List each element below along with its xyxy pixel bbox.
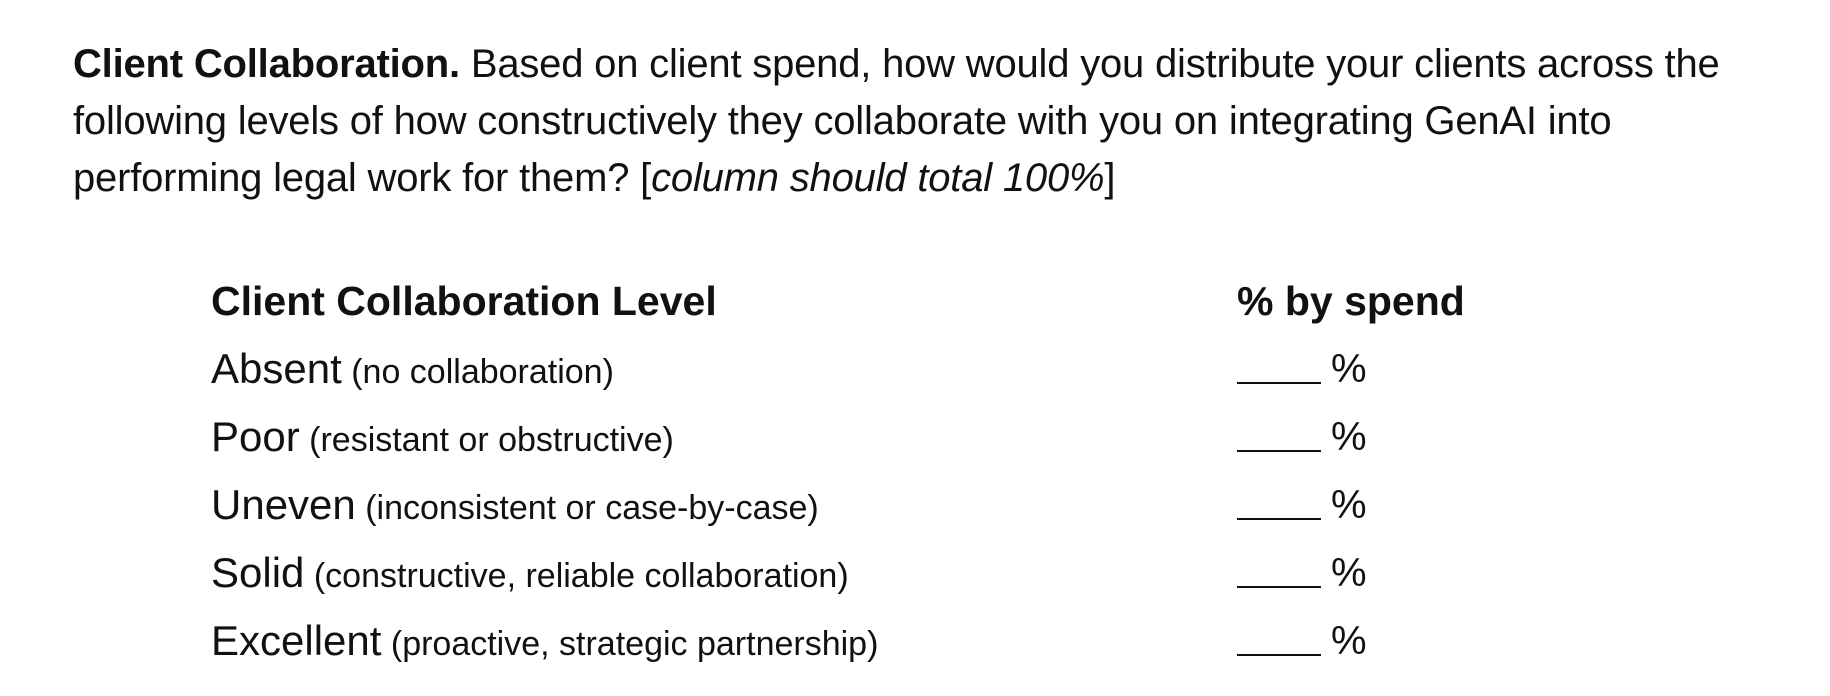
spend-cell: %: [1237, 542, 1367, 604]
spend-cell: %: [1237, 610, 1367, 672]
table-header: Client Collaboration Level % by spend: [211, 270, 1511, 338]
spend-blank-line[interactable]: [1237, 382, 1321, 384]
collaboration-table: Client Collaboration Level % by spend Ab…: [211, 270, 1511, 678]
header-spend: % by spend: [1237, 278, 1465, 324]
question-body: Based on client spend, how would you dis…: [73, 42, 1720, 200]
percent-sign: %: [1331, 551, 1367, 595]
level-description: (inconsistent or case-by-case): [355, 489, 819, 527]
level-description: (proactive, strategic partnership): [381, 625, 879, 663]
table-row-uneven: Uneven (inconsistent or case-by-case) %: [211, 474, 1511, 542]
question-text: Client Collaboration. Based on client sp…: [73, 36, 1763, 207]
percent-sign: %: [1331, 347, 1367, 391]
percent-sign: %: [1331, 415, 1367, 459]
spend-cell: %: [1237, 406, 1367, 468]
spend-cell: %: [1237, 338, 1367, 400]
spend-blank-line[interactable]: [1237, 586, 1321, 588]
level-description: (constructive, reliable collaboration): [304, 557, 849, 595]
level-name: Poor: [211, 413, 300, 460]
spend-blank-line[interactable]: [1237, 518, 1321, 520]
level-cell: Poor (resistant or obstructive): [211, 406, 674, 471]
level-cell: Excellent (proactive, strategic partners…: [211, 610, 878, 675]
level-cell: Absent (no collaboration): [211, 338, 614, 403]
question-title: Client Collaboration.: [73, 42, 460, 86]
level-name: Absent: [211, 345, 342, 392]
percent-sign: %: [1331, 483, 1367, 527]
table-row-excellent: Excellent (proactive, strategic partners…: [211, 610, 1511, 678]
level-name: Uneven: [211, 481, 356, 528]
percent-sign: %: [1331, 619, 1367, 663]
level-name: Solid: [211, 549, 305, 596]
level-cell: Uneven (inconsistent or case-by-case): [211, 474, 819, 539]
table-row-solid: Solid (constructive, reliable collaborat…: [211, 542, 1511, 610]
question-instruction: column should total 100%: [651, 156, 1105, 200]
level-description: (no collaboration): [341, 353, 614, 391]
spend-blank-line[interactable]: [1237, 450, 1321, 452]
spend-blank-line[interactable]: [1237, 654, 1321, 656]
spend-cell: %: [1237, 474, 1367, 536]
table-row-absent: Absent (no collaboration) %: [211, 338, 1511, 406]
level-name: Excellent: [211, 617, 382, 664]
table-row-poor: Poor (resistant or obstructive) %: [211, 406, 1511, 474]
header-level: Client Collaboration Level: [211, 278, 717, 324]
question-closing: ]: [1104, 156, 1116, 200]
level-cell: Solid (constructive, reliable collaborat…: [211, 542, 849, 607]
level-description: (resistant or obstructive): [299, 421, 674, 459]
